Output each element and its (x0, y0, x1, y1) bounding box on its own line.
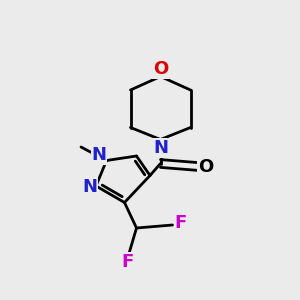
Text: N: N (82, 178, 97, 196)
Text: F: F (175, 214, 187, 232)
Text: O: O (153, 60, 168, 78)
Text: O: O (198, 158, 213, 175)
Text: N: N (92, 146, 106, 164)
Text: F: F (122, 253, 134, 271)
Text: N: N (153, 139, 168, 157)
